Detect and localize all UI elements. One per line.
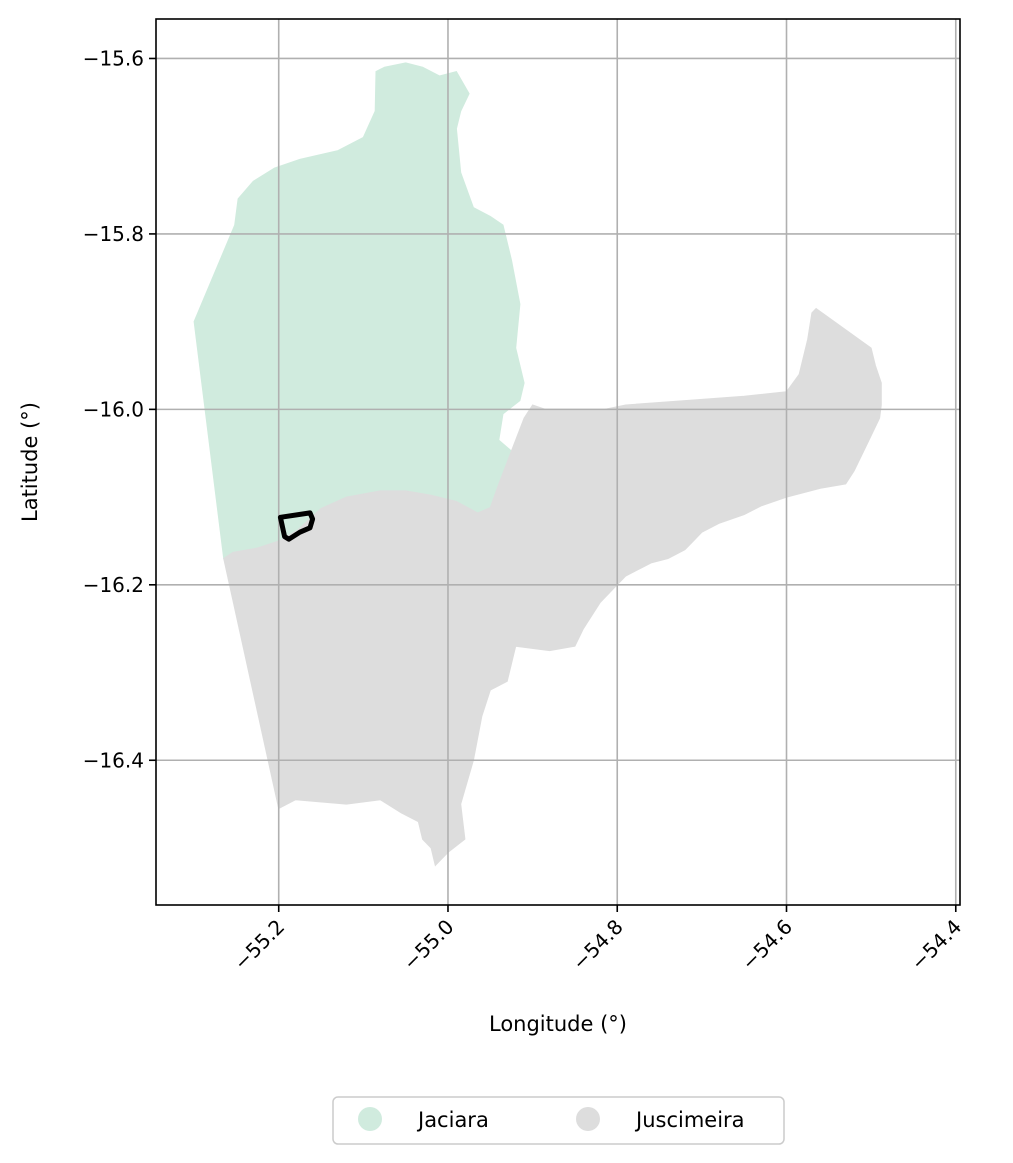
legend-label-jaciara: Jaciara (416, 1108, 489, 1132)
study-area-outline (277, 510, 316, 542)
y-tick-label: −15.6 (83, 46, 144, 70)
y-tick-label: −16.4 (83, 748, 144, 772)
y-tick-label: −16.2 (83, 573, 144, 597)
grid-layer (156, 19, 960, 905)
x-axis-label: Longitude (°) (489, 1012, 627, 1036)
legend-label-juscimeira: Juscimeira (634, 1108, 745, 1132)
legend-marker-jaciara (358, 1107, 382, 1131)
y-axis-label: Latitude (°) (18, 402, 42, 522)
y-tick-label: −16.0 (83, 397, 144, 421)
axes-frame (155, 18, 961, 906)
legend-frame (332, 1096, 785, 1145)
region-juscimeira (223, 307, 882, 867)
legend-marker-juscimeira (576, 1107, 600, 1131)
regions-layer (193, 62, 882, 867)
outline-layer (277, 510, 316, 542)
y-tick-label: −15.8 (83, 222, 144, 246)
legend: Jaciara Juscimeira (332, 1096, 785, 1145)
